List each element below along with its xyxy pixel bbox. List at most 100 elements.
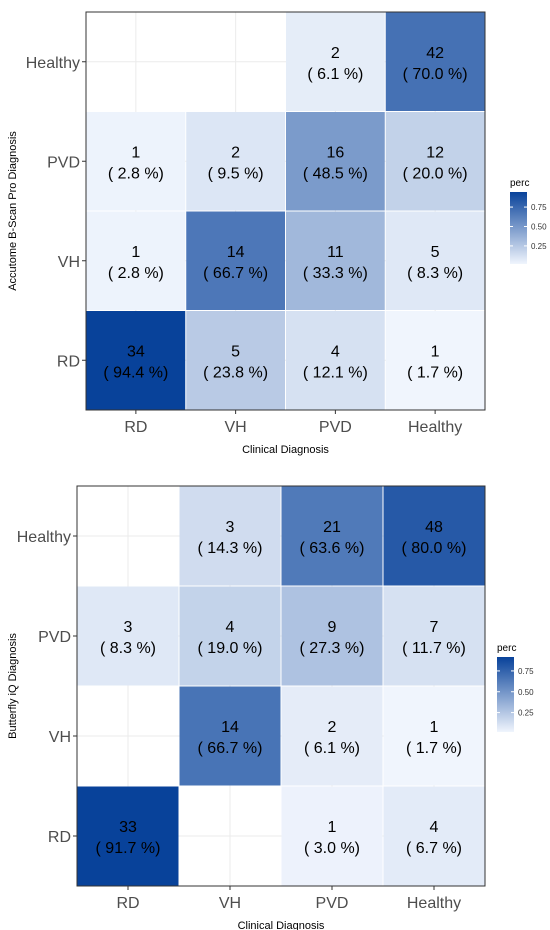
heatmap-cell-rd-vh	[86, 211, 186, 310]
heatmap-cell-pvd-vh	[281, 686, 383, 786]
y-tick-label: Healthy	[17, 529, 71, 546]
cell-count-label: 4	[430, 819, 439, 836]
cell-count-label: 12	[426, 144, 444, 161]
heatmap-cell-rd-rd	[77, 786, 179, 886]
x-tick-label: VH	[225, 419, 247, 436]
cell-count-label: 21	[323, 519, 341, 536]
cell-percent-label: ( 1.7 %)	[406, 740, 462, 757]
heatmap-cell-healthy-rd	[383, 786, 485, 886]
heatmap-cell-healthy-healthy	[385, 12, 485, 111]
legend-title: perc	[497, 643, 516, 654]
cell-count-label: 7	[430, 619, 439, 636]
cell-count-label: 14	[221, 719, 239, 736]
heatmap-cell-healthy-pvd	[385, 112, 485, 211]
heatmap-cell-healthy-vh	[385, 211, 485, 310]
y-tick-label: VH	[58, 254, 80, 271]
y-tick-label: VH	[49, 729, 71, 746]
heatmap-cell-rd-pvd	[86, 112, 186, 211]
cell-percent-label: ( 9.5 %)	[208, 165, 264, 182]
legend-tick-label: 0.25	[531, 242, 547, 251]
cell-count-label: 5	[431, 244, 440, 261]
cell-percent-label: ( 6.1 %)	[304, 740, 360, 757]
cell-percent-label: ( 6.7 %)	[406, 840, 462, 857]
heatmap-cell-healthy-vh	[383, 686, 485, 786]
legend-tick-label: 0.50	[531, 222, 547, 231]
cell-percent-label: ( 63.6 %)	[300, 540, 365, 557]
accutome-heatmap-panel: 34 ( 94.4 %) 5 ( 23.8 %) 4 ( 12.1 %) 1 ( 1.7 %)…	[7, 11, 547, 456]
legend-tick-label: 0.75	[518, 667, 534, 676]
cell-count-label: 2	[328, 719, 337, 736]
heatmap-cell-pvd-vh	[286, 211, 385, 310]
cell-percent-label: ( 70.0 %)	[403, 66, 468, 83]
x-tick-label: Healthy	[408, 419, 462, 436]
butterfly-heatmap-panel: 33 ( 91.7 %) 1 ( 3.0 %) 4 ( 6.7 %) 14 ( 66.7 %)…	[0, 465, 550, 930]
legend-title: perc	[510, 178, 529, 189]
heatmap-cell-pvd-pvd	[286, 112, 385, 211]
heatmap-cell-pvd-pvd	[281, 586, 383, 686]
heatmap-cell-pvd-rd	[286, 311, 385, 410]
cell-count-label: 1	[431, 343, 440, 360]
cell-percent-label: ( 1.7 %)	[407, 364, 463, 381]
cell-percent-label: ( 66.7 %)	[203, 265, 268, 282]
x-tick-label: RD	[124, 419, 147, 436]
heatmap-cell-healthy-pvd	[383, 586, 485, 686]
y-tick-label: RD	[57, 353, 80, 370]
cell-count-label: 2	[331, 45, 340, 62]
x-axis-title: Clinical Diagnosis	[242, 444, 329, 456]
plot-border	[76, 485, 486, 887]
cell-count-label: 2	[231, 144, 240, 161]
cell-count-label: 9	[328, 619, 337, 636]
heatmap-cell-pvd-healthy	[286, 12, 385, 111]
cell-count-label: 11	[327, 244, 344, 261]
heatmap-cell-vh-pvd	[186, 112, 285, 211]
x-axis-title: Clinical Diagnosis	[238, 920, 325, 930]
cell-percent-label: ( 91.7 %)	[96, 840, 161, 857]
cell-count-label: 48	[425, 519, 443, 536]
cell-count-label: 42	[426, 45, 444, 62]
heatmap-cell-pvd-healthy	[281, 486, 383, 586]
heatmap-cell-pvd-rd	[281, 786, 383, 886]
cell-percent-label: ( 20.0 %)	[403, 165, 468, 182]
cell-count-label: 3	[124, 619, 133, 636]
cell-percent-label: ( 23.8 %)	[203, 364, 268, 381]
legend-colorbar	[510, 192, 527, 264]
heatmap-cell-vh-vh	[179, 686, 281, 786]
plot-border	[85, 11, 486, 411]
y-axis-title: Butterfly iQ Diagnosis	[7, 633, 19, 739]
cell-percent-label: ( 2.8 %)	[108, 265, 164, 282]
x-tick-label: PVD	[316, 895, 349, 912]
heatmap-cell-rd-pvd	[77, 586, 179, 686]
x-tick-label: Healthy	[407, 895, 461, 912]
cell-percent-label: ( 8.3 %)	[100, 640, 156, 657]
cell-count-label: 1	[131, 144, 140, 161]
cell-percent-label: ( 14.3 %)	[198, 540, 263, 557]
cell-count-label: 33	[119, 819, 137, 836]
cell-percent-label: ( 19.0 %)	[198, 640, 263, 657]
cell-percent-label: ( 6.1 %)	[307, 66, 363, 83]
y-tick-label: Healthy	[26, 55, 80, 72]
heatmap-cell-vh-vh	[186, 211, 285, 310]
cell-count-label: 1	[430, 719, 439, 736]
cell-percent-label: ( 11.7 %)	[402, 640, 466, 657]
y-tick-label: PVD	[47, 154, 80, 171]
y-axis-title: Accutome B-Scan Pro Diagnosis	[7, 131, 19, 291]
legend-tick-label: 0.75	[531, 203, 547, 212]
x-tick-label: PVD	[319, 419, 352, 436]
butterfly-heatmap-chart: 33 ( 91.7 %) 1 ( 3.0 %) 4 ( 6.7 %) 14 ( 66.7 %)…	[7, 485, 534, 930]
x-tick-label: VH	[219, 895, 241, 912]
y-tick-label: RD	[48, 829, 71, 846]
heatmap-cell-vh-healthy	[179, 486, 281, 586]
cell-percent-label: ( 33.3 %)	[303, 265, 368, 282]
cell-percent-label: ( 12.1 %)	[303, 364, 368, 381]
heatmap-cell-healthy-rd	[385, 311, 485, 410]
cell-count-label: 34	[127, 343, 145, 360]
cell-percent-label: ( 3.0 %)	[304, 840, 360, 857]
cell-count-label: 1	[328, 819, 337, 836]
cell-percent-label: ( 94.4 %)	[103, 364, 168, 381]
cell-percent-label: ( 2.8 %)	[108, 165, 164, 182]
heatmap-cell-vh-rd	[186, 311, 285, 410]
cell-percent-label: ( 27.3 %)	[300, 640, 365, 657]
cell-percent-label: ( 8.3 %)	[407, 265, 463, 282]
legend-colorbar	[497, 657, 514, 732]
cell-percent-label: ( 66.7 %)	[198, 740, 263, 757]
